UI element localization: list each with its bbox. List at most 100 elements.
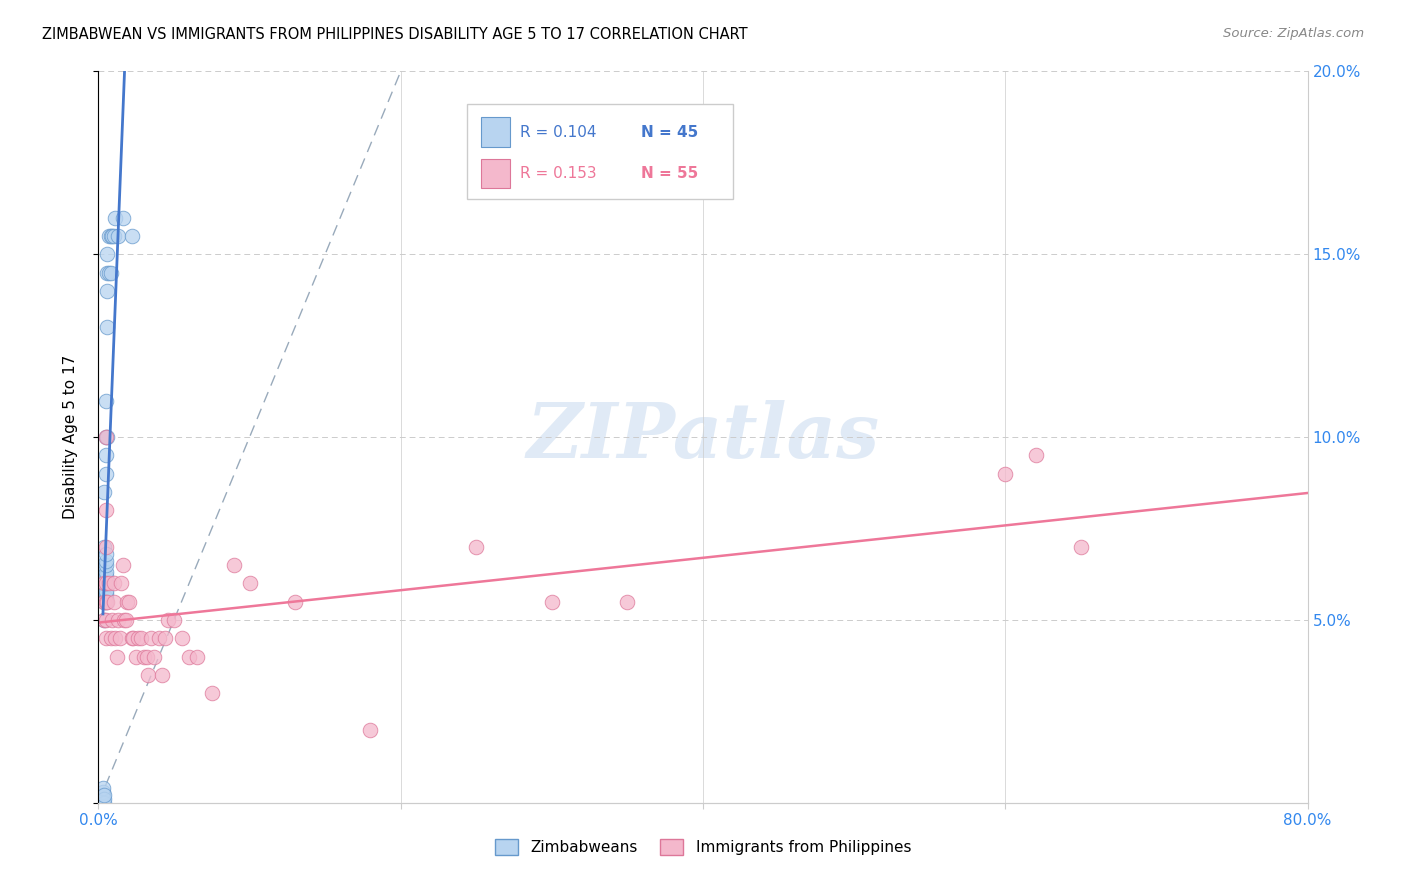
Point	[105, 649, 128, 664]
Point	[94, 613, 117, 627]
Point	[94, 448, 117, 462]
Point	[94, 591, 117, 605]
Point	[1070, 540, 1092, 554]
Point	[94, 583, 117, 598]
Point	[104, 632, 127, 646]
Point	[170, 632, 193, 646]
Point	[93, 613, 115, 627]
Point	[110, 576, 132, 591]
Point	[108, 632, 131, 646]
Point	[96, 284, 118, 298]
Point	[141, 632, 163, 646]
Point	[186, 649, 208, 664]
Point	[93, 485, 115, 500]
Text: R = 0.153: R = 0.153	[520, 166, 598, 181]
Point	[135, 649, 157, 664]
Point	[239, 576, 262, 591]
Point	[1024, 448, 1046, 462]
Point	[93, 540, 115, 554]
Point	[94, 430, 117, 444]
Point	[107, 613, 129, 627]
Point	[121, 229, 143, 244]
Point	[94, 587, 117, 601]
Point	[98, 576, 121, 591]
Point	[96, 594, 118, 608]
Point	[93, 789, 115, 803]
Point	[94, 594, 117, 608]
Point	[115, 594, 138, 608]
Point	[118, 594, 141, 608]
FancyBboxPatch shape	[467, 104, 734, 200]
Point	[100, 229, 122, 244]
Point	[94, 576, 117, 591]
Y-axis label: Disability Age 5 to 17: Disability Age 5 to 17	[63, 355, 77, 519]
Point	[96, 247, 118, 261]
Point	[148, 632, 170, 646]
Point	[163, 613, 186, 627]
Point	[94, 393, 117, 408]
Point	[107, 229, 129, 244]
Point	[93, 792, 115, 806]
Text: ZIMBABWEAN VS IMMIGRANTS FROM PHILIPPINES DISABILITY AGE 5 TO 17 CORRELATION CHA: ZIMBABWEAN VS IMMIGRANTS FROM PHILIPPINE…	[42, 27, 748, 42]
Point	[94, 547, 117, 561]
Point	[994, 467, 1017, 481]
Legend: Zimbabweans, Immigrants from Philippines: Zimbabweans, Immigrants from Philippines	[489, 833, 917, 861]
Point	[94, 430, 117, 444]
Point	[103, 229, 125, 244]
Point	[93, 796, 115, 810]
Point	[93, 594, 115, 608]
Point	[98, 229, 121, 244]
Point	[98, 266, 121, 280]
Point	[94, 566, 117, 580]
Point	[94, 503, 117, 517]
Point	[101, 613, 124, 627]
Point	[96, 430, 118, 444]
Point	[93, 576, 115, 591]
Point	[94, 540, 117, 554]
Point	[94, 594, 117, 608]
Text: ZIPatlas: ZIPatlas	[526, 401, 880, 474]
Point	[94, 632, 117, 646]
Text: Source: ZipAtlas.com: Source: ZipAtlas.com	[1223, 27, 1364, 40]
Point	[91, 781, 114, 796]
Point	[93, 576, 115, 591]
Point	[224, 558, 246, 573]
Point	[114, 613, 136, 627]
Point	[360, 723, 382, 737]
Point	[143, 649, 166, 664]
Point	[93, 613, 115, 627]
Point	[153, 632, 176, 646]
Point	[104, 211, 127, 225]
Point	[101, 229, 124, 244]
FancyBboxPatch shape	[481, 159, 509, 188]
Point	[91, 792, 114, 806]
Point	[100, 632, 122, 646]
Point	[112, 613, 135, 627]
Point	[91, 789, 114, 803]
Point	[94, 467, 117, 481]
Point	[94, 569, 117, 583]
Point	[103, 594, 125, 608]
Point	[91, 785, 114, 799]
Point	[284, 594, 307, 608]
Point	[150, 667, 173, 681]
Point	[93, 558, 115, 573]
Point	[111, 558, 134, 573]
Point	[125, 649, 148, 664]
Point	[179, 649, 201, 664]
Point	[100, 266, 122, 280]
Text: N = 55: N = 55	[641, 166, 699, 181]
Point	[129, 632, 152, 646]
Point	[616, 594, 638, 608]
Point	[121, 632, 143, 646]
Point	[201, 686, 224, 700]
Point	[94, 576, 117, 591]
Point	[111, 211, 134, 225]
Point	[156, 613, 179, 627]
Point	[94, 558, 117, 573]
Point	[136, 667, 159, 681]
Point	[122, 632, 145, 646]
Text: N = 45: N = 45	[641, 125, 699, 139]
Point	[91, 796, 114, 810]
Point	[465, 540, 488, 554]
